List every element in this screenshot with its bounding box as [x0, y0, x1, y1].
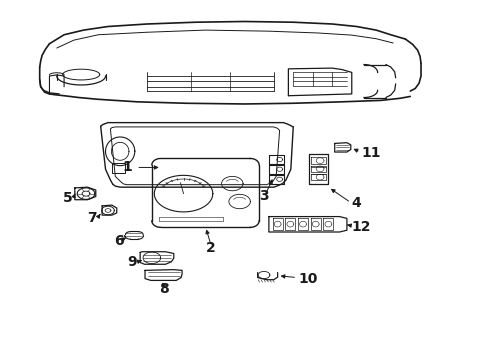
Text: 4: 4 — [351, 196, 361, 210]
Text: 6: 6 — [114, 234, 124, 248]
Text: 12: 12 — [351, 220, 370, 234]
Text: 8: 8 — [159, 282, 168, 296]
Text: 1: 1 — [122, 161, 132, 175]
Text: 11: 11 — [361, 146, 380, 160]
Text: 5: 5 — [63, 191, 73, 205]
Text: 2: 2 — [205, 241, 215, 255]
Text: 7: 7 — [87, 211, 97, 225]
Text: 9: 9 — [127, 256, 137, 270]
Text: 10: 10 — [298, 271, 317, 285]
Text: 3: 3 — [259, 189, 268, 203]
